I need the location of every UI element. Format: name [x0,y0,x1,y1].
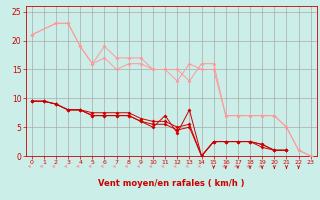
X-axis label: Vent moyen/en rafales ( km/h ): Vent moyen/en rafales ( km/h ) [98,179,244,188]
